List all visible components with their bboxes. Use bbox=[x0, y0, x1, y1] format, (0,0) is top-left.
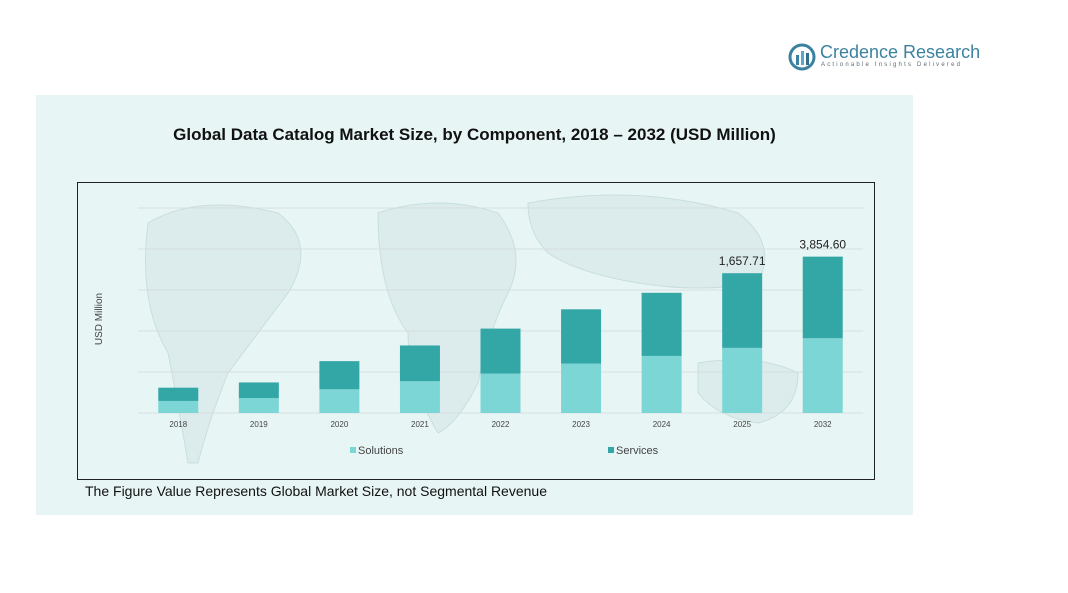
bar-services-2020 bbox=[319, 361, 360, 390]
stacked-bar-chart: 2018 2019 2020 2021 2022 2023 2024 2025 2032 1,6… bbox=[94, 194, 863, 464]
bar-services-2018 bbox=[158, 387, 199, 401]
company-logo: Credence Research Actionable Insights De… bbox=[788, 42, 981, 74]
x-tick-label: 2019 bbox=[250, 420, 268, 429]
credence-logo-icon bbox=[788, 43, 816, 71]
legend-label-services: Services bbox=[616, 445, 659, 457]
bar-solutions-2022 bbox=[480, 373, 521, 413]
chart-bars bbox=[158, 256, 843, 413]
data-label-2025: 1,657.71 bbox=[719, 254, 766, 268]
logo-name: Credence Research bbox=[820, 42, 981, 62]
x-axis-ticks: 2018 2019 2020 2021 2022 2023 2024 2025 2032 bbox=[169, 420, 832, 429]
bar-solutions-2018 bbox=[158, 400, 199, 413]
x-tick-label: 2020 bbox=[330, 420, 348, 429]
bar-services-2023 bbox=[561, 309, 602, 364]
bar-services-2022 bbox=[480, 328, 521, 374]
bar-solutions-2032 bbox=[802, 338, 843, 413]
x-tick-label: 2021 bbox=[411, 420, 429, 429]
bar-solutions-2024 bbox=[641, 355, 682, 413]
world-map-background bbox=[145, 194, 799, 464]
chart-data-labels: 1,657.71 3,854.60 bbox=[719, 238, 847, 269]
chart-legend: Solutions Services bbox=[350, 445, 659, 457]
y-axis-label: USD Million bbox=[94, 293, 105, 345]
chart-frame: 2018 2019 2020 2021 2022 2023 2024 2025 2032 1,6… bbox=[77, 182, 875, 480]
chart-panel: Global Data Catalog Market Size, by Comp… bbox=[36, 95, 913, 515]
x-tick-label: 2022 bbox=[492, 420, 510, 429]
bar-services-2021 bbox=[399, 345, 440, 382]
bar-solutions-2025 bbox=[722, 347, 763, 413]
logo-tagline: Actionable Insights Delivered bbox=[821, 62, 963, 68]
legend-swatch-solutions bbox=[350, 447, 356, 453]
legend-swatch-services bbox=[608, 447, 614, 453]
x-tick-label: 2025 bbox=[733, 420, 751, 429]
bar-solutions-2019 bbox=[238, 398, 279, 413]
x-tick-label: 2023 bbox=[572, 420, 590, 429]
bar-services-2024 bbox=[641, 292, 682, 356]
legend-label-solutions: Solutions bbox=[358, 445, 404, 457]
bar-solutions-2023 bbox=[561, 363, 602, 413]
x-tick-label: 2032 bbox=[814, 420, 832, 429]
bar-solutions-2020 bbox=[319, 389, 360, 413]
x-tick-label: 2024 bbox=[653, 420, 671, 429]
x-tick-label: 2018 bbox=[169, 420, 187, 429]
bar-services-2019 bbox=[238, 382, 279, 399]
bar-services-2032 bbox=[802, 256, 843, 339]
bar-services-2025 bbox=[722, 273, 763, 348]
data-label-2032: 3,854.60 bbox=[799, 238, 846, 252]
bar-solutions-2021 bbox=[399, 381, 440, 413]
chart-title: Global Data Catalog Market Size, by Comp… bbox=[173, 125, 776, 144]
footnote: The Figure Value Represents Global Marke… bbox=[85, 483, 547, 499]
